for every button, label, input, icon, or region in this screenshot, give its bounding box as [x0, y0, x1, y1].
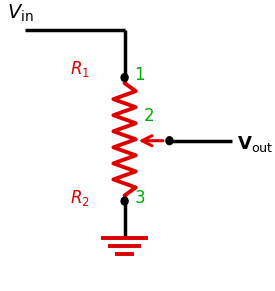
Text: $V_{\rm in}$: $V_{\rm in}$ — [7, 3, 34, 24]
Circle shape — [166, 137, 173, 145]
Circle shape — [121, 197, 128, 205]
Text: 3: 3 — [134, 189, 145, 207]
Text: $R_2$: $R_2$ — [70, 188, 90, 208]
Text: 1: 1 — [134, 66, 145, 84]
Text: $\mathbf{V_{\rm out}}$: $\mathbf{V_{\rm out}}$ — [237, 134, 273, 154]
Text: $R_1$: $R_1$ — [70, 59, 90, 79]
Circle shape — [121, 74, 128, 81]
Text: 2: 2 — [144, 107, 155, 125]
